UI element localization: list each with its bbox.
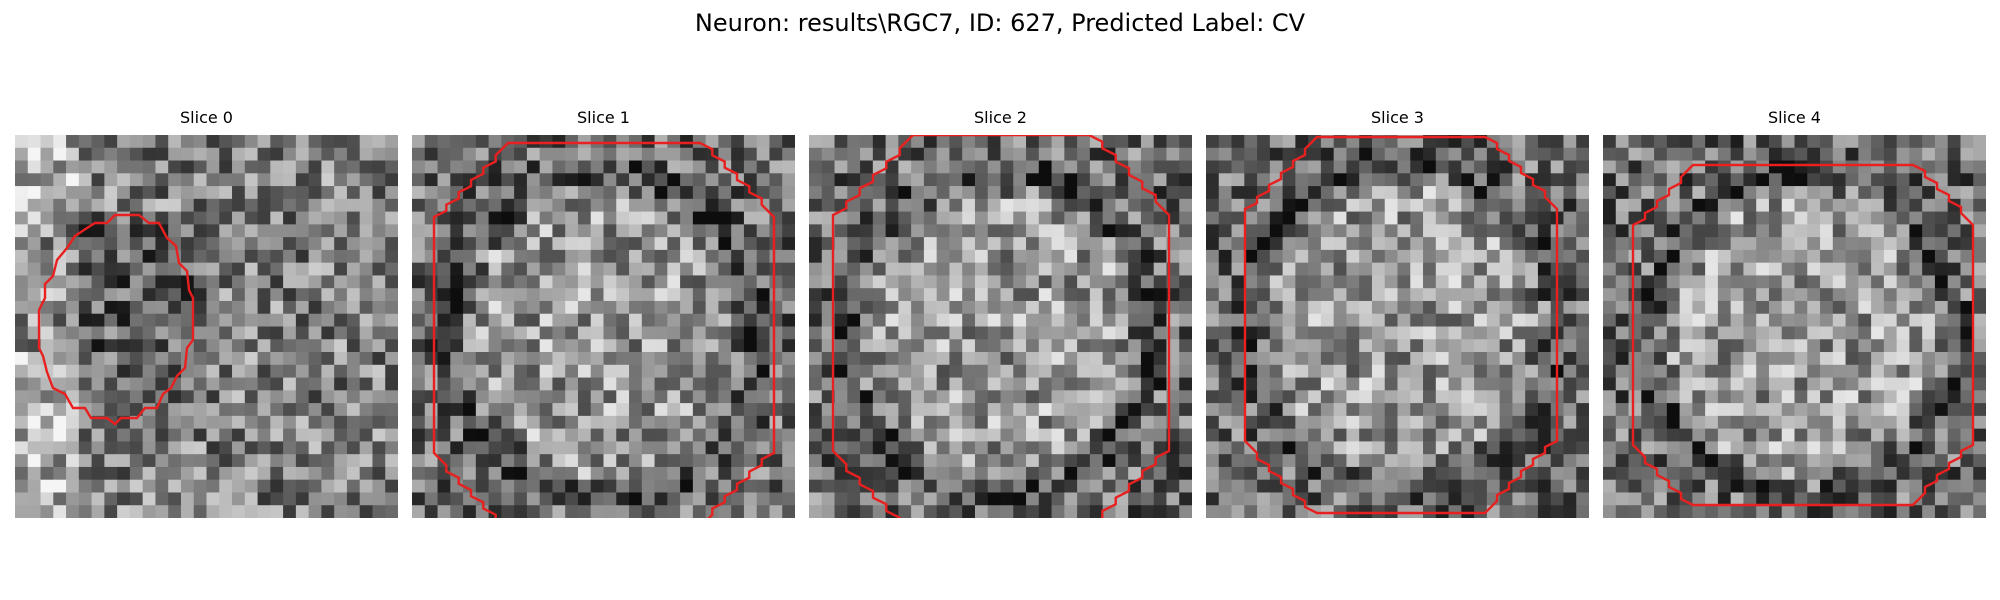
segmentation-contour: [1631, 163, 1975, 507]
slice-title: Slice 3: [1371, 108, 1424, 127]
slice-title: Slice 0: [180, 108, 233, 127]
slice-panel-2: Slice 2: [809, 108, 1192, 518]
slice-image: [809, 135, 1192, 518]
slice-panel-3: Slice 3: [1206, 108, 1589, 518]
slice-image: [15, 135, 398, 518]
slice-title: Slice 4: [1768, 108, 1821, 127]
noise-pixels: [15, 135, 398, 518]
slice-image: [1603, 135, 1986, 518]
slice-panel-0: Slice 0: [15, 108, 398, 518]
segmentation-contour: [432, 141, 776, 518]
figure-title: Neuron: results\RGC7, ID: 627, Predicted…: [694, 9, 1306, 37]
slice-image: [1206, 135, 1589, 518]
segmentation-contour: [37, 213, 195, 426]
noise-pixels: [809, 135, 1192, 518]
slice-panel-1: Slice 1: [412, 108, 795, 518]
noise-pixels: [1206, 135, 1589, 518]
slice-title: Slice 1: [577, 108, 630, 127]
noise-pixels: [412, 135, 795, 518]
slice-title: Slice 2: [974, 108, 1027, 127]
slice-panel-4: Slice 4: [1603, 108, 1986, 518]
segmentation-contour: [1243, 135, 1559, 515]
segmentation-contour: [831, 135, 1171, 518]
slice-image: [412, 135, 795, 518]
noise-pixels: [1603, 135, 1986, 518]
